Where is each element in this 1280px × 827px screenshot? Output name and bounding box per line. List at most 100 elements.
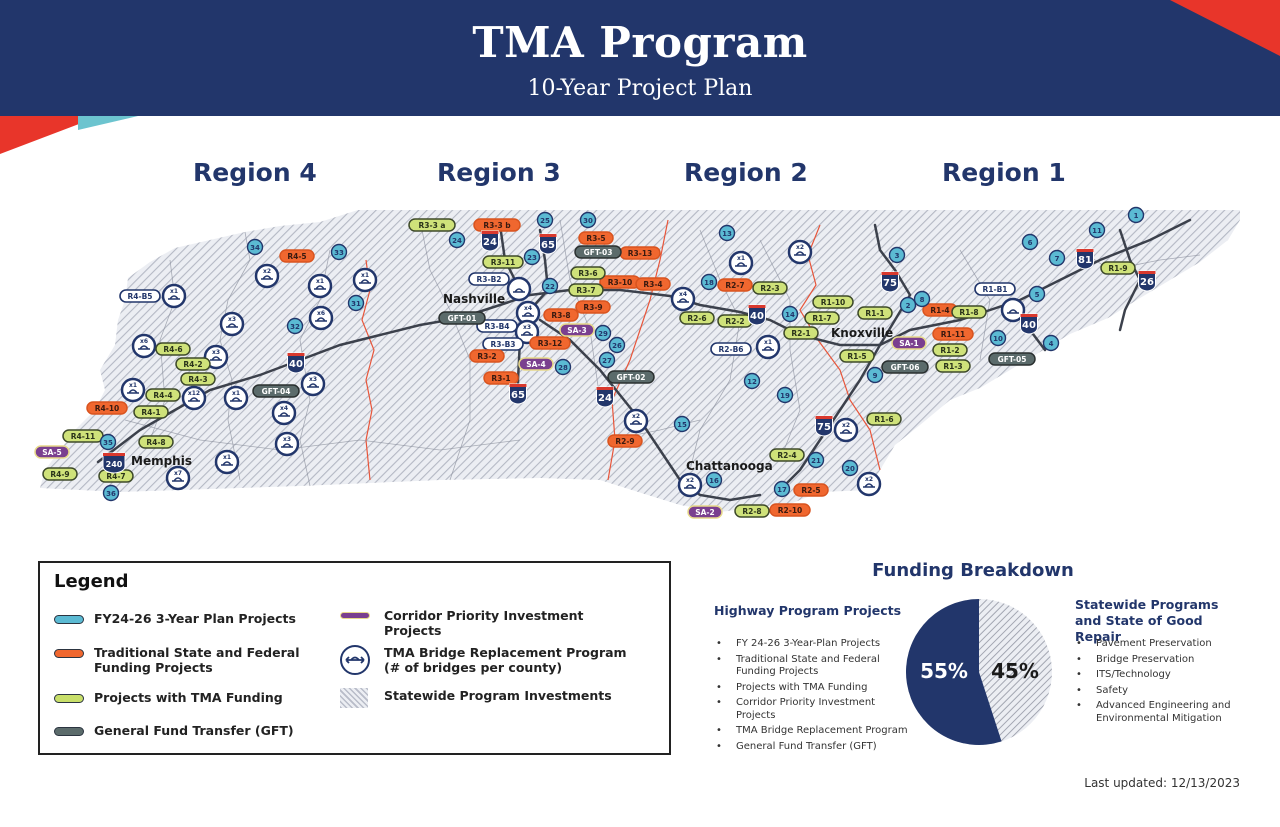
gft-project-label[interactable]: GFT-04 <box>252 384 300 398</box>
fy-project-marker[interactable]: 32 <box>286 317 304 335</box>
tma-project-label[interactable]: R1-5 <box>839 349 875 363</box>
traditional-project-label[interactable]: R3-2 <box>469 349 505 363</box>
bridge-marker[interactable]: x7 <box>165 465 191 491</box>
traditional-project-label[interactable]: R3-5 <box>578 231 614 245</box>
corridor-project-label[interactable]: SA-3 <box>559 323 595 337</box>
tma-project-label[interactable]: R1-6 <box>866 412 902 426</box>
bridge-marker[interactable]: x1 <box>307 273 333 299</box>
tma-project-label[interactable]: R1-9 <box>1100 261 1136 275</box>
fy-project-marker[interactable]: 1 <box>1127 206 1145 224</box>
tma-project-label[interactable]: R1-7 <box>804 311 840 325</box>
bridge-marker[interactable]: x2 <box>833 417 859 443</box>
tma-project-label[interactable]: R2-2 <box>717 314 753 328</box>
traditional-project-label[interactable]: R3-9 <box>575 300 611 314</box>
bridge-marker[interactable]: x3 <box>274 431 300 457</box>
tma-project-label[interactable]: R4-6 <box>155 342 191 356</box>
bridge-marker[interactable] <box>506 276 532 302</box>
bridge-project-label[interactable]: R2-B6 <box>710 342 752 356</box>
fy-project-marker[interactable]: 33 <box>330 243 348 261</box>
bridge-marker[interactable]: x1 <box>352 267 378 293</box>
fy-project-marker[interactable]: 15 <box>673 415 691 433</box>
bridge-marker[interactable]: x2 <box>677 472 703 498</box>
tennessee-map[interactable]: x1 x2 x1 x1 x3 x6 x6 x3 x1 x12 x1 x3 x4 x3 x1 x7 x4 x3 x4 x… <box>0 200 1280 530</box>
bridge-marker[interactable]: x2 <box>856 471 882 497</box>
bridge-marker[interactable]: x6 <box>131 333 157 359</box>
bridge-marker[interactable] <box>1000 297 1026 323</box>
fy-project-marker[interactable]: 27 <box>598 351 616 369</box>
fy-project-marker[interactable]: 25 <box>536 211 554 229</box>
fy-project-marker[interactable]: 14 <box>781 305 799 323</box>
traditional-project-label[interactable]: R4-5 <box>279 249 315 263</box>
bridge-marker[interactable]: x1 <box>120 377 146 403</box>
bridge-marker[interactable]: x2 <box>787 239 813 265</box>
bridge-project-label[interactable]: R4-B5 <box>119 289 161 303</box>
tma-project-label[interactable]: R3-7 <box>568 283 604 297</box>
bridge-marker[interactable]: x4 <box>271 400 297 426</box>
tma-project-label[interactable]: R3-11 <box>482 255 524 269</box>
bridge-marker[interactable]: x3 <box>514 319 540 345</box>
fy-project-marker[interactable]: 35 <box>99 433 117 451</box>
gft-project-label[interactable]: GFT-06 <box>881 360 929 374</box>
tma-project-label[interactable]: R2-8 <box>734 504 770 518</box>
bridge-marker[interactable]: x4 <box>670 286 696 312</box>
bridge-marker[interactable]: x6 <box>308 305 334 331</box>
bridge-marker[interactable]: x3 <box>219 311 245 337</box>
bridge-marker[interactable]: x1 <box>755 334 781 360</box>
fy-project-marker[interactable]: 6 <box>1021 233 1039 251</box>
corridor-project-label[interactable]: SA-1 <box>891 336 927 350</box>
tma-project-label[interactable]: R4-8 <box>138 435 174 449</box>
tma-project-label[interactable]: R3-6 <box>570 266 606 280</box>
fy-project-marker[interactable]: 26 <box>608 336 626 354</box>
bridge-project-label[interactable]: R3-B3 <box>482 337 524 351</box>
traditional-project-label[interactable]: R3-10 <box>599 275 641 289</box>
traditional-project-label[interactable]: R3-8 <box>543 308 579 322</box>
tma-project-label[interactable]: R4-9 <box>42 467 78 481</box>
tma-project-label[interactable]: R1-10 <box>812 295 854 309</box>
bridge-marker[interactable]: x1 <box>214 449 240 475</box>
gft-project-label[interactable]: GFT-02 <box>607 370 655 384</box>
fy-project-marker[interactable]: 7 <box>1048 249 1066 267</box>
traditional-project-label[interactable]: R2-9 <box>607 434 643 448</box>
corridor-project-label[interactable]: SA-2 <box>687 505 723 519</box>
fy-project-marker[interactable]: 11 <box>1088 221 1106 239</box>
tma-project-label[interactable]: R2-3 <box>752 281 788 295</box>
traditional-project-label[interactable]: R3-1 <box>483 371 519 385</box>
fy-project-marker[interactable]: 9 <box>866 366 884 384</box>
fy-project-marker[interactable]: 36 <box>102 484 120 502</box>
fy-project-marker[interactable]: 28 <box>554 358 572 376</box>
tma-project-label[interactable]: R2-1 <box>783 326 819 340</box>
fy-project-marker[interactable]: 19 <box>776 386 794 404</box>
traditional-project-label[interactable]: R3-3 b <box>473 218 521 232</box>
bridge-project-label[interactable]: R3-B2 <box>468 272 510 286</box>
tma-project-label[interactable]: R2-4 <box>769 448 805 462</box>
traditional-project-label[interactable]: R2-5 <box>793 483 829 497</box>
tma-project-label[interactable]: R1-2 <box>932 343 968 357</box>
fy-project-marker[interactable]: 29 <box>594 324 612 342</box>
tma-project-label[interactable]: R1-8 <box>951 305 987 319</box>
tma-project-label[interactable]: R4-3 <box>180 372 216 386</box>
bridge-marker[interactable]: x2 <box>254 263 280 289</box>
corridor-project-label[interactable]: SA-5 <box>34 445 70 459</box>
bridge-project-label[interactable]: R1-B1 <box>974 282 1016 296</box>
tma-project-label[interactable]: R1-1 <box>857 306 893 320</box>
traditional-project-label[interactable]: R3-12 <box>529 336 571 350</box>
fy-project-marker[interactable]: 8 <box>913 290 931 308</box>
traditional-project-label[interactable]: R3-13 <box>619 246 661 260</box>
traditional-project-label[interactable]: R1-11 <box>932 327 974 341</box>
fy-project-marker[interactable]: 18 <box>700 273 718 291</box>
traditional-project-label[interactable]: R2-10 <box>769 503 811 517</box>
tma-project-label[interactable]: R4-1 <box>133 405 169 419</box>
tma-project-label[interactable]: R2-6 <box>679 311 715 325</box>
fy-project-marker[interactable]: 31 <box>347 294 365 312</box>
fy-project-marker[interactable]: 22 <box>541 277 559 295</box>
fy-project-marker[interactable]: 10 <box>989 329 1007 347</box>
traditional-project-label[interactable]: R3-4 <box>635 277 671 291</box>
fy-project-marker[interactable]: 17 <box>773 480 791 498</box>
fy-project-marker[interactable]: 34 <box>246 238 264 256</box>
bridge-marker[interactable]: x12 <box>181 385 207 411</box>
fy-project-marker[interactable]: 5 <box>1028 285 1046 303</box>
fy-project-marker[interactable]: 30 <box>579 211 597 229</box>
fy-project-marker[interactable]: 4 <box>1042 334 1060 352</box>
bridge-marker[interactable]: x3 <box>300 371 326 397</box>
